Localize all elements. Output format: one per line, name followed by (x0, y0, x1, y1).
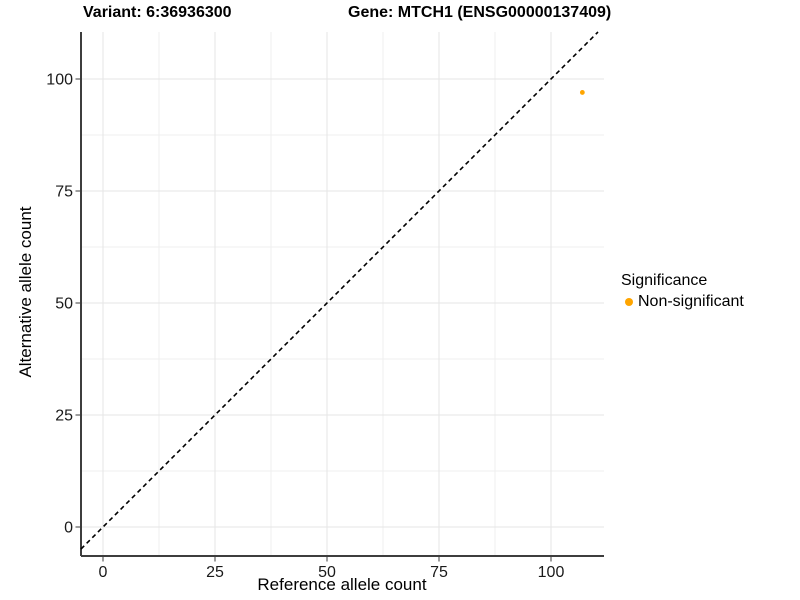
y-axis-title: Alternative allele count (16, 206, 35, 378)
legend: Significance Non-significant (621, 271, 744, 311)
legend-entry-non-significant: Non-significant (621, 293, 744, 311)
data-point-non-significant (579, 90, 585, 95)
legend-entry-label: Non-significant (638, 293, 744, 310)
legend-point-icon (625, 298, 633, 306)
x-axis-title: Reference allele count (257, 575, 427, 594)
x-tick-label: 25 (206, 564, 224, 581)
plot-title-variant: Variant: 6:36936300 (83, 4, 232, 21)
y-tick-label: 100 (46, 72, 73, 89)
identity-line (80, 31, 599, 550)
x-tick-label: 50 (318, 564, 336, 581)
x-tick-label: 75 (430, 564, 448, 581)
x-tick-label: 0 (99, 564, 108, 581)
plot-title-gene: Gene: MTCH1 (ENSG00000137409) (348, 4, 612, 21)
y-tick-label: 25 (55, 408, 73, 425)
y-tick-label: 75 (55, 184, 73, 201)
y-tick-label: 0 (64, 520, 73, 537)
x-tick-label: 100 (538, 564, 565, 581)
legend-title: Significance (621, 272, 708, 289)
y-tick-label: 50 (55, 296, 73, 313)
